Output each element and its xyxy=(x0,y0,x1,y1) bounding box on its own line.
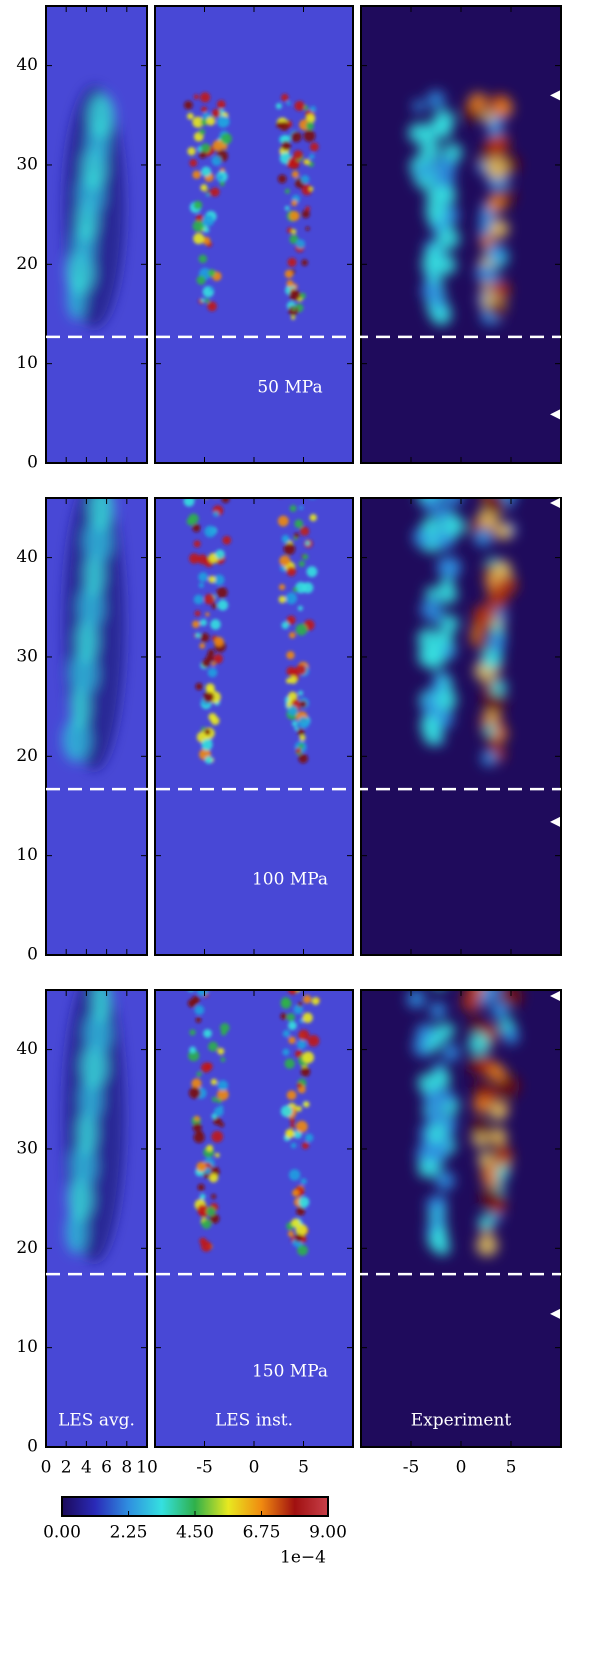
field xyxy=(183,498,318,764)
y-tick-label: 40 xyxy=(16,55,38,75)
panel-frame xyxy=(45,989,148,1448)
y-tick-label: 30 xyxy=(16,154,38,174)
panel-background xyxy=(361,498,561,955)
y-tick-label: 10 xyxy=(16,1337,38,1357)
panel-background xyxy=(155,6,353,463)
x-tick-label: -5 xyxy=(196,1458,213,1478)
marker xyxy=(550,409,560,420)
field xyxy=(62,498,125,770)
y-tick-label: 20 xyxy=(16,254,38,274)
colorbar-tick-label: 6.75 xyxy=(243,1523,281,1543)
field xyxy=(183,92,319,320)
x-tick-label: 5 xyxy=(298,1458,309,1478)
x-tick-label: 0 xyxy=(41,1458,52,1478)
colorbar-tick-label: 4.50 xyxy=(176,1523,214,1543)
y-tick-label: 40 xyxy=(16,547,38,567)
x-tick-label: 6 xyxy=(101,1458,112,1478)
x-tick-label: -5 xyxy=(403,1458,420,1478)
y-tick-label: 30 xyxy=(16,1138,38,1158)
field xyxy=(408,90,520,326)
panel-frame xyxy=(45,497,148,956)
field xyxy=(64,86,125,328)
y-tick-label: 0 xyxy=(27,1437,38,1457)
panel-background xyxy=(361,990,561,1447)
marker xyxy=(550,1308,560,1319)
panel-name: LES inst. xyxy=(215,1411,293,1431)
field xyxy=(64,990,125,1262)
field xyxy=(412,498,518,767)
panel-background xyxy=(361,6,561,463)
x-tick-label: 0 xyxy=(456,1458,467,1478)
x-tick-label: 0 xyxy=(249,1458,260,1478)
panel-background xyxy=(155,990,353,1447)
marker xyxy=(550,816,560,827)
colorbar-tick-label: 2.25 xyxy=(110,1523,148,1543)
panel-background xyxy=(155,498,353,955)
y-tick-label: 30 xyxy=(16,646,38,666)
panel-name: Experiment xyxy=(411,1411,512,1431)
colorbar-tick-label: 9.00 xyxy=(309,1523,347,1543)
x-tick-label: 10 xyxy=(136,1458,158,1478)
colorbar-tick-label: 0.00 xyxy=(43,1523,81,1543)
y-tick-label: 10 xyxy=(16,353,38,373)
y-tick-label: 0 xyxy=(27,945,38,965)
pressure-label: 50 MPa xyxy=(257,378,322,398)
pressure-label: 100 MPa xyxy=(252,870,328,890)
field xyxy=(187,990,321,1256)
x-tick-label: 4 xyxy=(81,1458,92,1478)
marker xyxy=(550,497,560,508)
x-tick-label: 5 xyxy=(506,1458,517,1478)
y-tick-label: 10 xyxy=(16,845,38,865)
panel-name: LES avg. xyxy=(58,1411,135,1431)
marker xyxy=(550,90,560,101)
y-tick-label: 0 xyxy=(27,453,38,473)
pressure-label: 150 MPa xyxy=(252,1362,328,1382)
y-tick-label: 20 xyxy=(16,1238,38,1258)
panel-frame xyxy=(45,5,148,464)
y-tick-label: 40 xyxy=(16,1039,38,1059)
x-tick-label: 8 xyxy=(121,1458,132,1478)
field xyxy=(406,990,523,1257)
y-tick-label: 20 xyxy=(16,746,38,766)
colorbar-scale-label: 1e−4 xyxy=(280,1548,326,1568)
marker xyxy=(550,990,560,1001)
x-tick-label: 2 xyxy=(61,1458,72,1478)
